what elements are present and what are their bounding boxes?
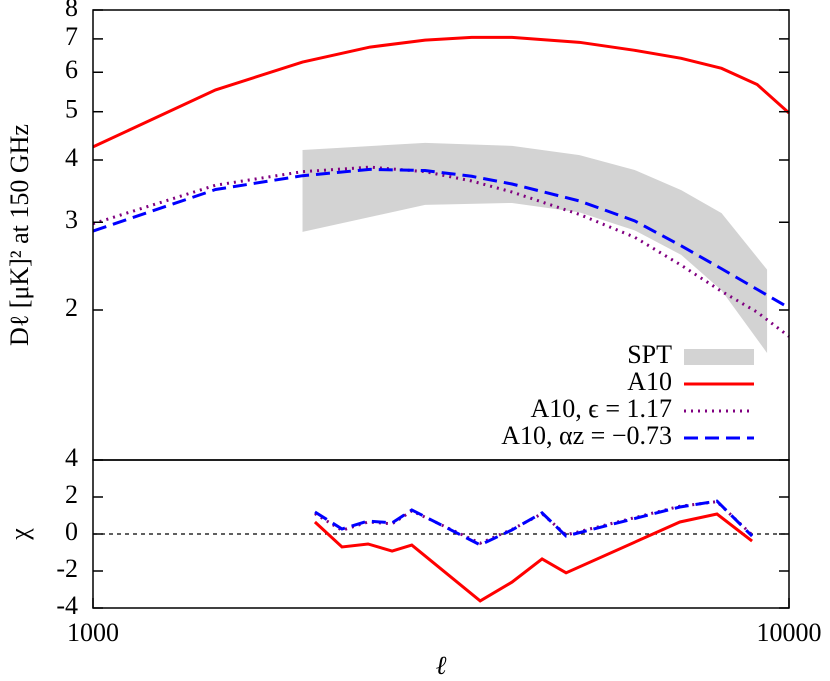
line xyxy=(314,499,754,547)
x-axis-label: ℓ xyxy=(436,651,447,680)
legend-label: A10 xyxy=(627,367,672,396)
line xyxy=(313,512,753,603)
y-tick-label: 7 xyxy=(65,22,78,51)
y-tick-label: -4 xyxy=(56,591,78,620)
line xyxy=(92,167,790,310)
x-tick-label: 10000 xyxy=(757,618,822,647)
legend-swatch xyxy=(684,349,754,365)
y-tick-label: 3 xyxy=(65,205,78,234)
y-tick-label: 5 xyxy=(65,95,78,124)
y-tick-label: 2 xyxy=(65,480,78,509)
line xyxy=(92,35,791,149)
x-tick-label: 1000 xyxy=(67,618,119,647)
band xyxy=(302,142,768,353)
legend-label: A10, αz = −0.73 xyxy=(501,421,672,450)
line xyxy=(92,165,790,338)
y-tick-label: 0 xyxy=(65,517,78,546)
y-axis-label: Dℓ [μK]² at 150 GHz xyxy=(5,124,34,346)
y-tick-label: 4 xyxy=(65,143,78,172)
y-tick-label: 2 xyxy=(65,293,78,322)
y-tick-label: 4 xyxy=(65,443,78,472)
legend-label: A10, ϵ = 1.17 xyxy=(531,394,672,423)
legend-label: SPT xyxy=(627,340,672,369)
y-tick-label: 8 xyxy=(65,0,78,22)
y-axis-label: χ xyxy=(5,528,34,541)
y-tick-label: 6 xyxy=(65,55,78,84)
y-tick-label: -2 xyxy=(56,554,78,583)
